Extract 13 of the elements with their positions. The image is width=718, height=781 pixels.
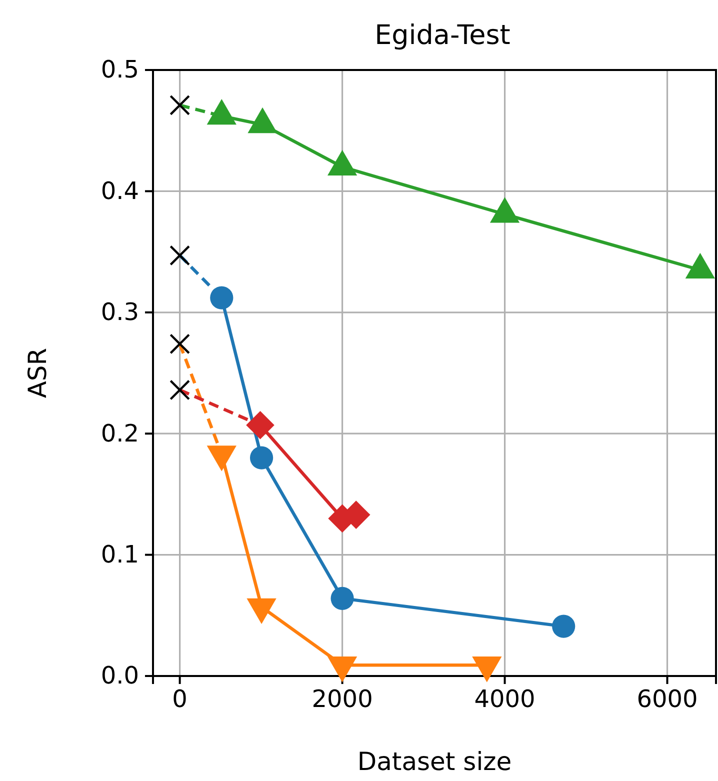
y-tick-label: 0.2	[100, 419, 139, 448]
y-tick-label: 0.1	[100, 540, 139, 568]
y-tick-label: 0.0	[100, 662, 139, 690]
y-axis-title: ASR	[23, 348, 52, 398]
x-axis-title: Dataset size	[357, 747, 512, 776]
y-tick-label: 0.4	[100, 176, 139, 205]
x-tick-label: 2000	[312, 685, 373, 714]
chart-title: Egida-Test	[374, 20, 510, 51]
x-tick-label: 0	[172, 685, 188, 714]
y-tick-label: 0.3	[100, 298, 139, 326]
x-tick-label: 4000	[474, 685, 536, 714]
y-tick-label: 0.5	[100, 56, 139, 84]
x-tick-label: 6000	[636, 685, 698, 714]
